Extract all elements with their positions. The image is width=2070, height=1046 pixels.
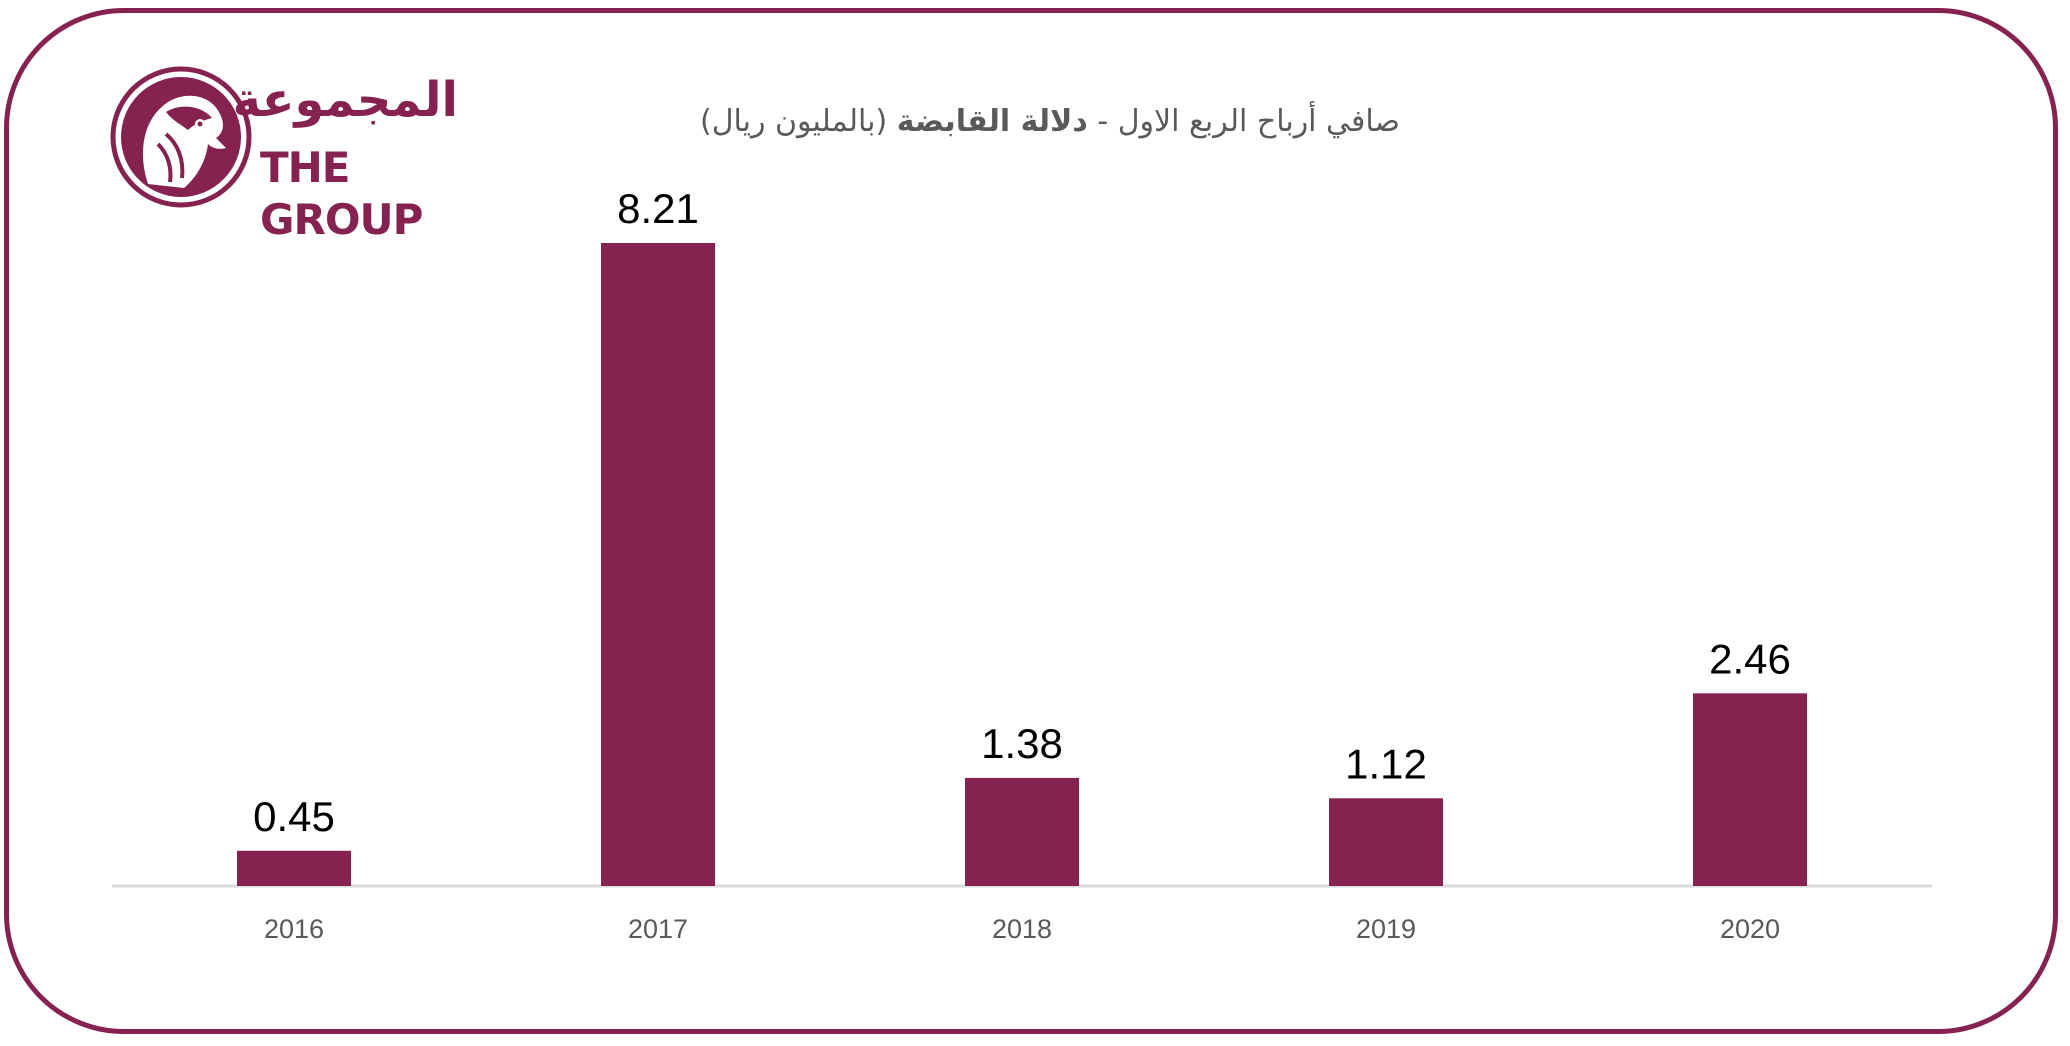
chart-frame xyxy=(4,8,2058,1034)
x-tick-label-2017: 2017 xyxy=(628,914,688,944)
x-tick-label-2018: 2018 xyxy=(992,914,1052,944)
bar-2018 xyxy=(965,777,1079,886)
company-logo: المجموعة THE GROUP xyxy=(108,64,458,244)
x-tick-label-2016: 2016 xyxy=(264,914,324,944)
logo-arabic-name: المجموعة xyxy=(232,72,458,128)
bar-2020 xyxy=(1693,693,1807,886)
data-label-2019: 1.12 xyxy=(1345,740,1427,787)
chart-title-part1: صافي أرباح الربع الاول - xyxy=(1087,104,1401,139)
falcon-emblem-icon xyxy=(110,66,252,208)
logo-english-name: THE GROUP xyxy=(260,143,423,244)
data-label-2017: 8.21 xyxy=(617,185,699,232)
data-label-2020: 2.46 xyxy=(1709,635,1791,682)
bar-2017 xyxy=(601,243,715,886)
x-tick-label-2020: 2020 xyxy=(1720,914,1780,944)
chart-title: صافي أرباح الربع الاول - دلالة القابضة (… xyxy=(600,104,1500,139)
chart-title-unit: (بالمليون ريال) xyxy=(699,104,897,139)
x-tick-label-2019: 2019 xyxy=(1356,914,1416,944)
data-label-2018: 1.38 xyxy=(981,720,1063,767)
chart-title-company: دلالة القابضة xyxy=(896,104,1088,139)
bar-2019 xyxy=(1329,798,1443,886)
bar-2016 xyxy=(237,850,351,886)
data-label-2016: 0.45 xyxy=(253,793,335,840)
